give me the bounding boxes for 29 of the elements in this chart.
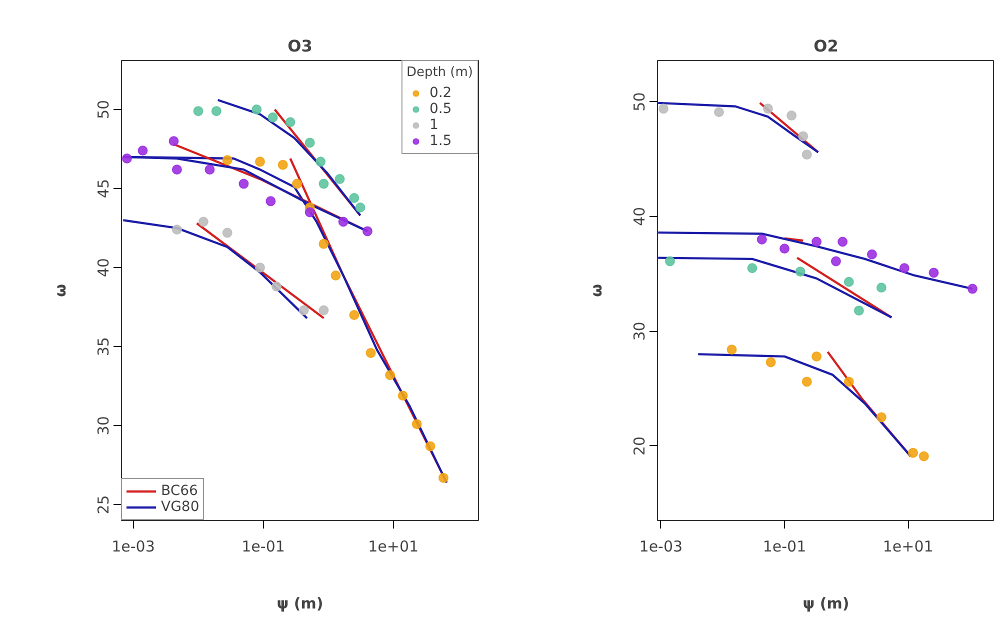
y-tick-label: 20 xyxy=(630,436,648,456)
legend-title: Depth (m) xyxy=(406,65,473,80)
y-tick-label: 35 xyxy=(94,337,112,356)
y-tick-label: 45 xyxy=(94,178,112,198)
y-tick-label: 40 xyxy=(630,206,648,226)
chart-title: O3 xyxy=(288,36,312,56)
y-tick-label: 30 xyxy=(630,322,648,341)
x-tick-label: 1e-03 xyxy=(112,538,155,556)
legend-label: VG80 xyxy=(161,499,200,515)
x-axis-title: ψ (m) xyxy=(802,594,850,612)
x-tick-label: 1e-03 xyxy=(639,538,683,556)
x-tick-label: 1e-01 xyxy=(242,538,285,556)
y-tick-label: 50 xyxy=(94,100,112,120)
legend-label: 1 xyxy=(429,117,440,133)
y-axis-title: ω xyxy=(52,284,70,298)
legend-label: 0.2 xyxy=(429,85,452,101)
y-axis-title: ω xyxy=(588,284,606,298)
y-tick-label: 30 xyxy=(94,416,112,436)
x-tick-label: 1e+01 xyxy=(368,538,419,556)
x-tick-label: 1e+01 xyxy=(882,538,934,556)
x-tick-label: 1e-01 xyxy=(762,538,806,556)
y-tick-label: 25 xyxy=(94,495,112,514)
legend-label: BC66 xyxy=(161,483,198,499)
x-axis-title: ψ (m) xyxy=(276,594,324,612)
legend-label: 1.5 xyxy=(429,133,452,149)
y-tick-label: 50 xyxy=(630,92,648,112)
legend-label: 0.5 xyxy=(429,101,452,117)
y-tick-label: 40 xyxy=(94,258,112,278)
chart-title: O2 xyxy=(814,36,838,56)
